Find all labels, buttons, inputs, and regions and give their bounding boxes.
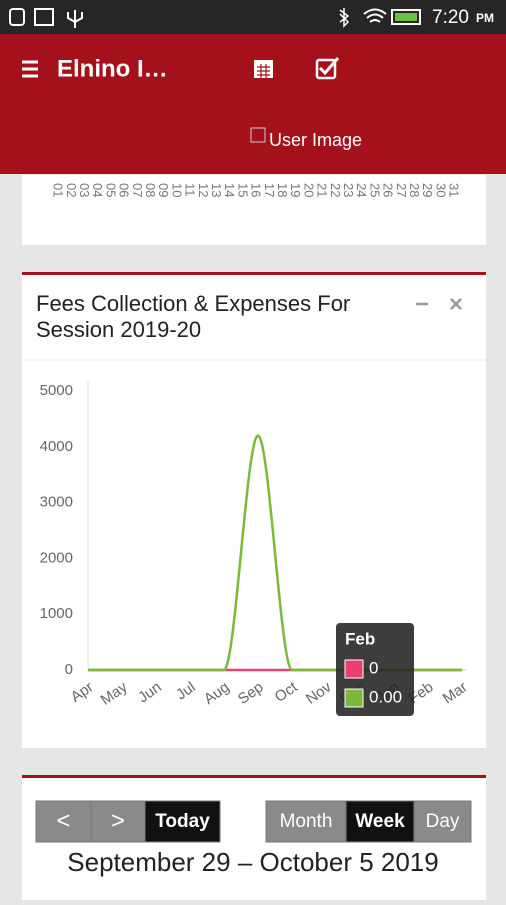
- app-title: Elnino I…: [57, 55, 168, 82]
- day-label: 27: [394, 183, 409, 197]
- day-label: 07: [130, 183, 145, 197]
- status-bar: [0, 0, 506, 34]
- card-top-border: [22, 775, 486, 778]
- day-label: 15: [235, 183, 250, 197]
- y-tick-label: 4000: [40, 438, 73, 455]
- day-label: 01: [51, 183, 66, 197]
- day-label: 22: [328, 183, 343, 197]
- broken-image: [250, 127, 266, 143]
- time: 7:20: [432, 7, 469, 28]
- check-mark: [318, 57, 340, 76]
- day-label: 08: [143, 183, 158, 197]
- tooltip-value: 0: [369, 658, 378, 677]
- battery-level: [395, 13, 417, 21]
- day-label: 24: [354, 183, 369, 197]
- card-top-border: [22, 272, 486, 275]
- day-label: 25: [367, 183, 382, 197]
- day-label: 19: [288, 183, 303, 197]
- y-tick-label: 0: [65, 661, 73, 678]
- y-tick-label: 3000: [40, 494, 73, 511]
- calendar-button[interactable]: [254, 60, 273, 78]
- day-label: 29: [420, 183, 435, 197]
- chart-title: Fees Collection & Expenses For Session 2…: [36, 291, 351, 342]
- attendance-card: [22, 175, 486, 245]
- tooltip-swatch: [344, 688, 364, 708]
- ampm: PM: [476, 11, 494, 25]
- day-label: 30: [433, 183, 448, 197]
- y-tick-label: 5000: [40, 382, 73, 399]
- day-label: 02: [64, 183, 79, 197]
- date-range: September 29 – October 5 2019: [67, 847, 438, 877]
- day-label: 12: [196, 183, 211, 197]
- calendar-button[interactable]: [265, 800, 347, 843]
- close-button[interactable]: [450, 298, 462, 310]
- day-label: 18: [275, 183, 290, 197]
- calendar-button[interactable]: [345, 800, 415, 843]
- tooltip: Feb 0 0.00: [336, 623, 414, 716]
- tooltip-swatch: [344, 659, 364, 679]
- day-label: 16: [249, 183, 264, 197]
- day-label: 09: [156, 183, 171, 197]
- day-label: 28: [407, 183, 422, 197]
- calendar-button-label: Month: [280, 811, 333, 832]
- calendar-toolbar: < > Today Month Week Day: [35, 800, 472, 843]
- user-image-alt: User Image: [269, 130, 362, 150]
- day-labels: 0102030405060708091011121314151617181920…: [51, 183, 462, 197]
- check-box: [315, 58, 337, 80]
- calendar-button-label: >: [111, 807, 125, 834]
- day-label: 13: [209, 183, 224, 197]
- day-label: 06: [117, 183, 132, 197]
- tooltip-value: 0.00: [369, 687, 402, 706]
- wifi-icon: [363, 8, 387, 23]
- day-label: 17: [262, 183, 277, 197]
- chart-title-box: Fees Collection & Expenses For Session 2…: [36, 291, 351, 342]
- y-tick-label: 1000: [40, 605, 73, 622]
- day-label: 26: [381, 183, 396, 197]
- day-label: 03: [77, 183, 92, 197]
- usb-icon: [67, 10, 83, 28]
- day-label: 10: [169, 183, 184, 197]
- app-bar: [0, 34, 506, 174]
- battery-icon: [391, 9, 421, 25]
- calendar-button-label: <: [56, 807, 70, 834]
- day-label: 23: [341, 183, 356, 197]
- y-tick-label: 2000: [40, 549, 73, 566]
- notification-icon: [9, 8, 25, 26]
- day-label: 14: [222, 183, 237, 197]
- calendar-icon: [254, 60, 273, 78]
- menu-button[interactable]: [22, 60, 38, 78]
- calendar-grid: [257, 64, 270, 78]
- calendar-button[interactable]: [144, 800, 221, 843]
- calendar-button-label: Week: [355, 811, 405, 832]
- bluetooth-icon: [339, 8, 350, 28]
- image-icon: [34, 8, 54, 26]
- calendar-button-label: Day: [426, 811, 460, 832]
- day-label: 21: [315, 183, 330, 197]
- calendar-button[interactable]: [90, 800, 146, 843]
- day-label: 31: [447, 183, 462, 197]
- day-label: 04: [90, 183, 105, 197]
- day-label: 20: [301, 183, 316, 197]
- calendar-button[interactable]: [35, 800, 92, 843]
- day-label: 11: [183, 183, 198, 197]
- tasks-button[interactable]: [315, 57, 340, 80]
- calendar-button[interactable]: [413, 800, 472, 843]
- tooltip-title: Feb: [345, 629, 375, 648]
- day-label: 05: [103, 183, 118, 197]
- calendar-button-label: Today: [155, 811, 210, 832]
